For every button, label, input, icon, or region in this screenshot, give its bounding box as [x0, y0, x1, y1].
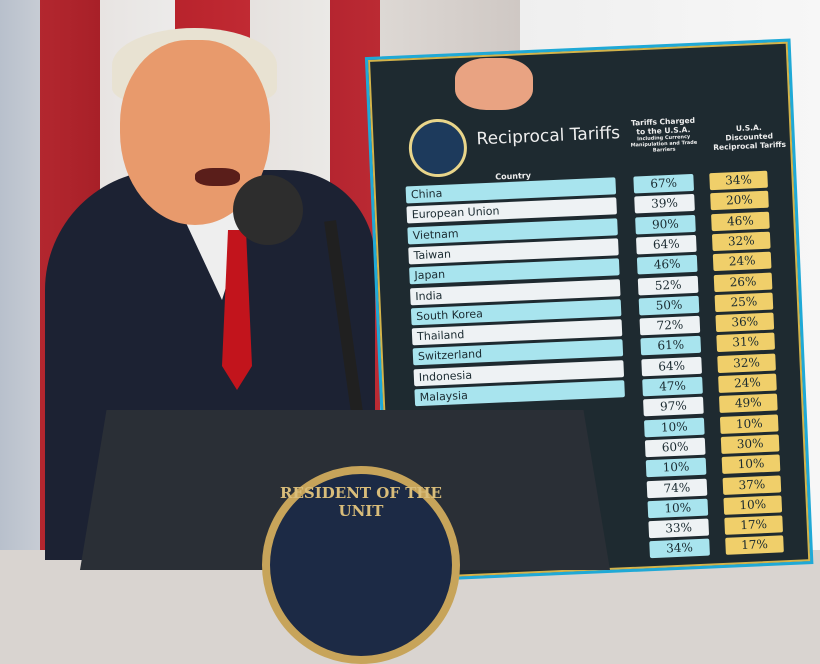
charged-cell: 50%: [638, 295, 700, 316]
charged-cell: 97%: [643, 397, 704, 417]
charged-cell: 47%: [642, 376, 703, 397]
speaker-hand: [455, 58, 533, 110]
discounted-cell: 37%: [722, 474, 782, 495]
discounted-cell: 10%: [721, 454, 781, 475]
charged-cell: 10%: [645, 457, 707, 478]
red-tie: [222, 230, 252, 390]
charged-cell: 60%: [644, 437, 706, 458]
discounted-cell: 17%: [724, 515, 784, 535]
charged-cell: 61%: [640, 336, 702, 356]
charged-cell: 72%: [639, 315, 701, 336]
charged-cell: 64%: [635, 234, 697, 255]
charged-cell: 10%: [643, 417, 705, 437]
country-header: Country: [495, 171, 532, 182]
discounted-cell: 30%: [720, 434, 780, 454]
discounted-cell: 24%: [712, 251, 772, 272]
presidential-seal-icon: [407, 117, 469, 179]
microphone-icon: [233, 175, 303, 245]
discounted-cell: 10%: [719, 414, 779, 434]
discounted-cell: 32%: [717, 353, 776, 373]
charged-cell: 34%: [649, 538, 710, 559]
discounted-cell: 10%: [723, 495, 783, 515]
charged-header: Tariffs Charged to the U.S.A. Including C…: [628, 116, 700, 155]
discounted-cell: 46%: [711, 211, 770, 231]
charged-cell: 67%: [633, 173, 695, 194]
discounted-cell: 24%: [718, 373, 777, 394]
discounted-cell: 25%: [714, 292, 774, 312]
charged-cell: 46%: [636, 255, 698, 275]
charged-cell: 74%: [646, 478, 708, 498]
charged-cell: 52%: [637, 275, 699, 295]
charged-cell: 10%: [647, 498, 709, 519]
podium-seal: RESIDENT OF THE UNIT: [262, 466, 460, 664]
discounted-cell: 31%: [716, 332, 776, 353]
speaker-mouth: [195, 168, 240, 186]
discounted-cell: 49%: [719, 393, 778, 414]
discounted-cell: 26%: [713, 272, 773, 292]
discounted-cell: 32%: [711, 231, 771, 252]
board-title: Reciprocal Tariffs: [476, 123, 621, 150]
discounted-header: U.S.A. Discounted Reciprocal Tariffs: [713, 122, 787, 153]
charged-cell: 33%: [648, 518, 710, 539]
charged-cell: 64%: [641, 356, 702, 377]
charged-subheader: Including Currency Manipulation and Trad…: [630, 134, 698, 154]
podium-seal-text: RESIDENT OF THE UNIT: [280, 484, 442, 520]
discounted-cell: 20%: [710, 190, 769, 211]
discounted-cell: 36%: [715, 312, 775, 333]
charged-cell: 39%: [634, 194, 695, 214]
discounted-cell: 17%: [725, 535, 784, 556]
charged-cell: 90%: [635, 214, 696, 235]
discounted-cell: 34%: [709, 170, 768, 191]
